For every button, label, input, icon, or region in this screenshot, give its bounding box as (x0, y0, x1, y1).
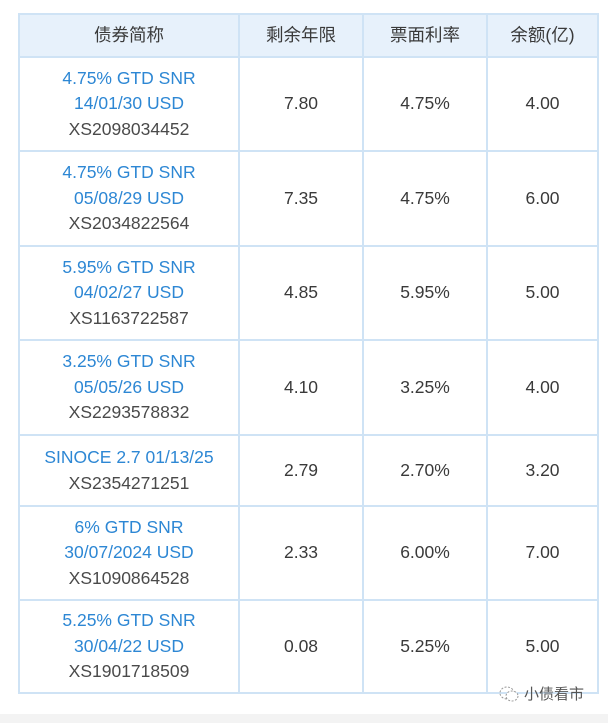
footer-strip (0, 714, 608, 723)
table-row: 4.75% GTD SNR 05/08/29 USD XS2034822564 7.… (18, 150, 599, 247)
bond-table: 债券简称 剩余年限 票面利率 余额(亿) 4.75% GTD SNR 14/01/… (18, 13, 599, 694)
watermark: 小债看市 (498, 683, 584, 704)
bond-name-line1[interactable]: 5.25% GTD SNR (62, 610, 196, 631)
bond-name-line1[interactable]: 6% GTD SNR (74, 516, 184, 537)
header-remaining-years: 剩余年限 (238, 13, 364, 58)
remaining-years-cell: 2.79 (238, 434, 364, 507)
balance-cell: 4.00 (486, 339, 599, 436)
remaining-years-cell: 0.08 (238, 599, 364, 694)
remaining-years-cell: 4.85 (238, 245, 364, 341)
coupon-cell: 4.75% (362, 150, 488, 247)
header-coupon: 票面利率 (362, 13, 488, 58)
watermark-text: 小债看市 (524, 686, 585, 703)
table-row: 3.25% GTD SNR 05/05/26 USD XS2293578832 4.… (18, 339, 599, 436)
remaining-years-cell: 2.33 (238, 505, 364, 601)
bond-name-line1[interactable]: 4.75% GTD SNR (62, 162, 196, 183)
coupon-cell: 6.00% (362, 505, 488, 601)
bond-isin: XS2354271251 (68, 472, 190, 493)
table-row: SINOCE 2.7 01/13/25 XS2354271251 2.79 2.7… (18, 434, 599, 507)
bond-isin: XS2098034452 (68, 118, 190, 139)
bond-name-cell: 6% GTD SNR 30/07/2024 USD XS1090864528 (18, 505, 240, 601)
coupon-cell: 5.25% (362, 599, 488, 694)
remaining-years-cell: 7.35 (238, 150, 364, 247)
bond-name-line1[interactable]: 3.25% GTD SNR (62, 351, 196, 372)
bond-name-cell: 5.25% GTD SNR 30/04/22 USD XS1901718509 (18, 599, 240, 694)
header-balance: 余额(亿) (486, 13, 599, 58)
balance-cell: 4.00 (486, 56, 599, 152)
balance-cell: 7.00 (486, 505, 599, 601)
coupon-cell: 5.95% (362, 245, 488, 341)
bond-name-line1[interactable]: SINOCE 2.7 01/13/25 (44, 447, 214, 467)
table-row: 5.95% GTD SNR 04/02/27 USD XS1163722587 4.… (18, 245, 599, 341)
balance-cell: 5.00 (486, 245, 599, 341)
bond-name-line2[interactable]: 05/08/29 USD (74, 187, 184, 208)
header-bond-name: 债券简称 (18, 13, 240, 58)
table-row: 6% GTD SNR 30/07/2024 USD XS1090864528 2.3… (18, 505, 599, 601)
bond-isin: XS1090864528 (68, 567, 190, 588)
coupon-cell: 4.75% (362, 56, 488, 152)
bond-name-cell: SINOCE 2.7 01/13/25 XS2354271251 (18, 434, 240, 507)
bond-isin: XS2293578832 (68, 402, 190, 423)
balance-cell: 3.20 (486, 434, 599, 507)
bond-name-cell: 4.75% GTD SNR 05/08/29 USD XS2034822564 (18, 150, 240, 247)
wechat-icon (499, 686, 519, 701)
bond-name-line2[interactable]: 30/04/22 USD (74, 635, 184, 656)
bond-name-cell: 3.25% GTD SNR 05/05/26 USD XS2293578832 (18, 339, 240, 436)
balance-cell: 6.00 (486, 150, 599, 247)
bond-name-cell: 4.75% GTD SNR 14/01/30 USD XS2098034452 (18, 56, 240, 152)
bond-name-line2[interactable]: 30/07/2024 USD (64, 542, 194, 563)
remaining-years-cell: 4.10 (238, 339, 364, 436)
bond-name-line2[interactable]: 05/05/26 USD (74, 376, 184, 397)
bond-name-line2[interactable]: 04/02/27 USD (74, 282, 184, 303)
table-row: 5.25% GTD SNR 30/04/22 USD XS1901718509 0.… (18, 599, 599, 694)
bond-isin: XS1163722587 (69, 307, 189, 328)
bond-name-cell: 5.95% GTD SNR 04/02/27 USD XS1163722587 (18, 245, 240, 341)
coupon-cell: 3.25% (362, 339, 488, 436)
remaining-years-cell: 7.80 (238, 56, 364, 152)
bond-name-line2[interactable]: 14/01/30 USD (74, 93, 184, 114)
bond-isin: XS1901718509 (68, 661, 190, 682)
coupon-cell: 2.70% (362, 434, 488, 507)
balance-cell: 5.00 (486, 599, 599, 694)
bond-isin: XS2034822564 (68, 213, 190, 234)
bond-name-line1[interactable]: 4.75% GTD SNR (62, 67, 196, 88)
table-header-row: 债券简称 剩余年限 票面利率 余额(亿) (18, 13, 599, 58)
bond-name-line1[interactable]: 5.95% GTD SNR (62, 256, 196, 277)
table-row: 4.75% GTD SNR 14/01/30 USD XS2098034452 7.… (18, 56, 599, 152)
